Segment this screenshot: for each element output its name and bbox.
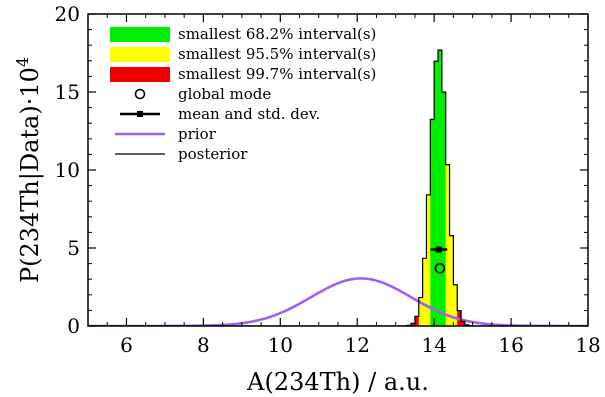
interval-99-bin: [461, 321, 466, 326]
y-tick-label: 10: [55, 158, 80, 182]
x-tick-label: 16: [498, 333, 523, 357]
interval-95-bin: [449, 235, 454, 326]
legend-swatch-int99: [110, 67, 170, 82]
y-axis-label-exponent: 4: [13, 57, 32, 67]
legend-label-int68: smallest 68.2% interval(s): [178, 25, 376, 43]
axis-ticks: 6 8 10 12 14 16 18 0 5 10 15 20: [55, 2, 601, 357]
interval-fills: [411, 50, 466, 326]
prior-line: [88, 277, 588, 326]
interval-68-bin: [430, 119, 435, 326]
legend-label-mean: mean and std. dev.: [178, 105, 320, 123]
interval-68-bin: [441, 92, 447, 326]
y-tick-label: 20: [55, 2, 80, 26]
y-tick-label: 0: [67, 314, 80, 338]
markers: [430, 246, 448, 274]
y-axis-label: P(234Th|Data)·104: [13, 57, 45, 283]
mean-marker: [435, 246, 442, 253]
legend-label-prior: prior: [178, 125, 217, 143]
x-tick-label: 8: [197, 333, 210, 357]
x-axis-label: A(234Th) / a.u.: [246, 368, 429, 396]
interval-68-bin: [434, 61, 439, 326]
interval-95-bin: [422, 258, 427, 326]
legend-swatch-mean-dot: [137, 111, 143, 117]
x-tick-label: 18: [575, 333, 600, 357]
x-tick-label: 14: [421, 333, 446, 357]
interval-99-bin: [414, 316, 420, 326]
legend-label-posterior: posterior: [178, 145, 248, 163]
interval-68-bin: [438, 50, 443, 326]
x-tick-label: 6: [120, 333, 133, 357]
x-tick-label: 12: [345, 333, 370, 357]
interval-99-bin: [411, 323, 416, 326]
interval-95-bin: [426, 194, 431, 326]
y-tick-label: 15: [55, 80, 80, 104]
x-tick-label: 10: [268, 333, 293, 357]
interval-95-bin: [418, 297, 424, 326]
legend-label-mode: global mode: [178, 85, 271, 103]
legend: smallest 68.2% interval(s) smallest 95.5%…: [110, 25, 376, 163]
legend-label-int95: smallest 95.5% interval(s): [178, 45, 376, 63]
y-tick-label: 5: [67, 236, 80, 260]
legend-swatch-mode: [134, 88, 146, 100]
y-axis-label-prefix: P(234Th|Data)·10: [16, 67, 45, 283]
legend-swatch-int68: [110, 27, 170, 42]
distribution-lines: [88, 49, 588, 326]
legend-swatch-int95: [110, 47, 170, 62]
legend-label-int99: smallest 99.7% interval(s): [178, 65, 376, 83]
global-mode-marker: [434, 262, 446, 274]
interval-95-bin: [453, 284, 458, 326]
interval-95-bin: [445, 164, 450, 326]
